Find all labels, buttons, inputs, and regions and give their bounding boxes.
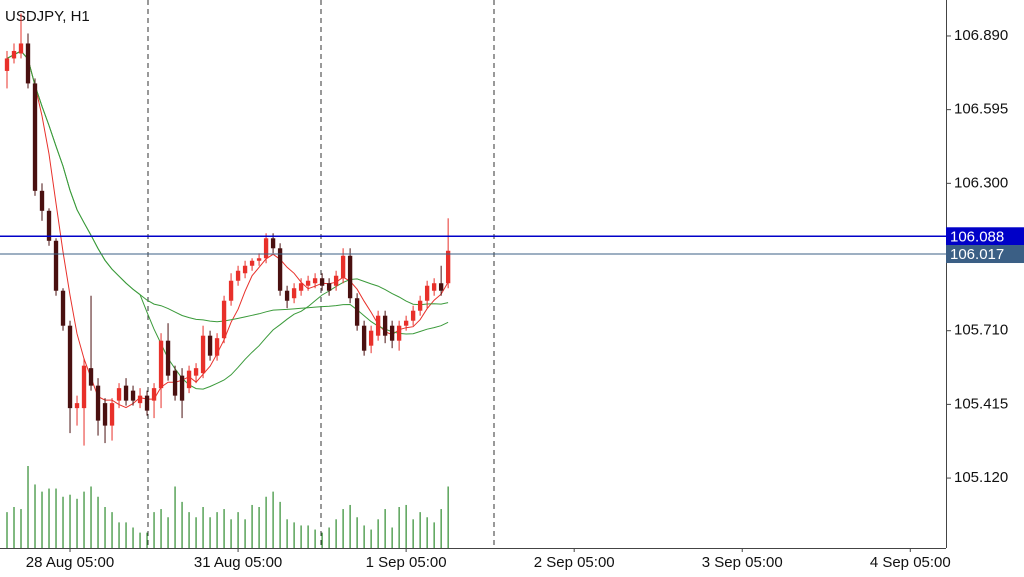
candle-body	[88, 368, 94, 386]
price-tag	[946, 227, 1024, 246]
candle-body	[312, 278, 318, 284]
y-tick-label: 105.415	[954, 395, 1008, 412]
candle-body	[200, 335, 206, 374]
candle-body	[144, 395, 150, 411]
candle-body	[158, 340, 164, 389]
candle-body	[172, 370, 178, 396]
candle-body	[368, 330, 374, 346]
candle-body	[382, 315, 388, 336]
candle-body	[102, 403, 108, 426]
candle-body	[333, 275, 339, 286]
price-tag	[946, 245, 1024, 264]
price-tag-label: 106.088	[950, 228, 1004, 245]
x-tick-label: 2 Sep 05:00	[534, 554, 615, 571]
candle-body	[165, 340, 171, 376]
moving-average	[6, 50, 449, 409]
candle-body	[270, 238, 276, 249]
candle-body	[298, 283, 304, 291]
candle-body	[235, 270, 241, 281]
y-tick-label: 106.595	[954, 101, 1008, 118]
candle-body	[284, 290, 290, 301]
candle-body	[221, 300, 227, 339]
candle-body	[53, 240, 59, 291]
candle-body	[130, 390, 136, 401]
candle-body	[60, 290, 66, 326]
candle-body	[32, 83, 38, 191]
candle-body	[242, 265, 248, 274]
candle-body	[95, 385, 101, 421]
chart-title: USDJPY, H1	[5, 8, 90, 25]
x-tick-label: 3 Sep 05:00	[702, 554, 783, 571]
candle-body	[396, 325, 402, 341]
candle-body	[431, 283, 437, 291]
candle-body	[347, 255, 353, 299]
candle-body	[277, 248, 283, 291]
candle-body	[424, 285, 430, 301]
candle-body	[361, 325, 367, 351]
y-tick-label: 106.890	[954, 27, 1008, 44]
candle-body	[67, 325, 73, 409]
candle-body	[186, 370, 192, 389]
candle-body	[228, 280, 234, 301]
candle-body	[305, 280, 311, 286]
x-tick-label: 31 Aug 05:00	[194, 554, 282, 571]
candle-body	[389, 325, 395, 341]
candle-body	[403, 320, 409, 326]
candle-body	[193, 368, 199, 376]
candle-body	[116, 388, 122, 401]
candle-body	[151, 388, 157, 401]
candle-body	[263, 238, 269, 259]
candle-body	[179, 375, 185, 401]
candle-body	[291, 288, 297, 299]
y-tick-label: 105.120	[954, 469, 1008, 486]
candle-body	[417, 300, 423, 311]
candle-body	[137, 395, 143, 404]
candle-body	[214, 338, 220, 356]
y-tick-label: 106.300	[954, 174, 1008, 191]
candle-body	[11, 50, 17, 59]
candle-body	[123, 385, 129, 401]
moving-average	[6, 50, 449, 335]
candle-body	[438, 283, 444, 291]
x-tick-label: 28 Aug 05:00	[26, 554, 114, 571]
candle-body	[249, 260, 255, 266]
candle-body	[375, 315, 381, 336]
candle-body	[39, 190, 45, 211]
candle-body	[4, 58, 10, 71]
candle-body	[74, 403, 80, 409]
candle-body	[340, 255, 346, 279]
candle-body	[18, 43, 24, 54]
candle-body	[256, 258, 262, 261]
x-tick-label: 1 Sep 05:00	[366, 554, 447, 571]
candle-body	[354, 298, 360, 326]
candle-body	[207, 335, 213, 356]
candle-body	[319, 278, 325, 286]
candle-body	[326, 283, 332, 291]
candle-body	[445, 250, 451, 284]
x-tick-label: 4 Sep 05:00	[870, 554, 951, 571]
y-tick-label: 105.710	[954, 322, 1008, 339]
price-tag-label: 106.017	[950, 246, 1004, 263]
candle-body	[410, 310, 416, 321]
candle-body	[25, 43, 31, 84]
candle-body	[109, 403, 115, 426]
candle-body	[81, 365, 87, 409]
candle-body	[46, 210, 52, 241]
